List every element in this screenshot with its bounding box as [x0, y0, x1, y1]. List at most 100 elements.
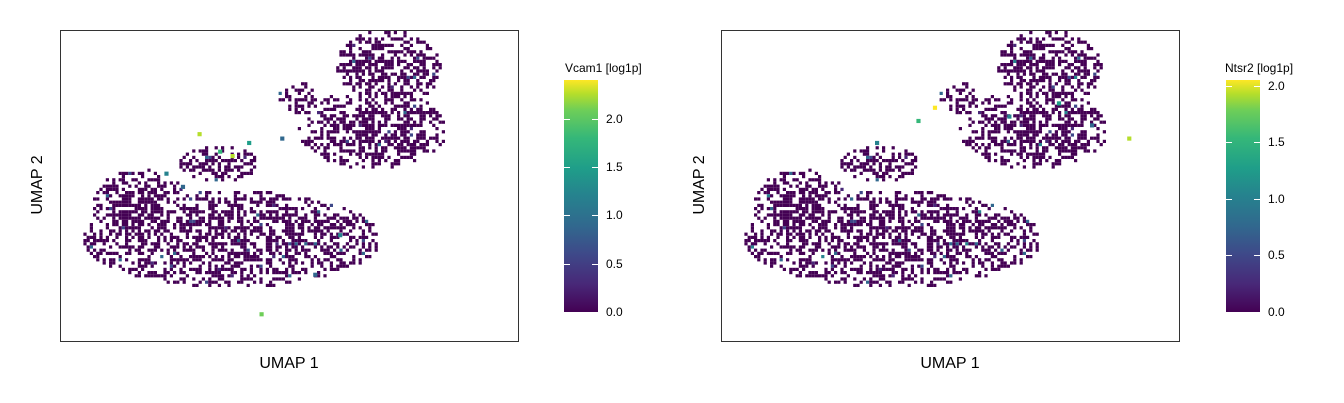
cell-point: [153, 219, 157, 223]
cell-point: [413, 111, 417, 115]
cell-point: [917, 264, 921, 268]
cell-point: [894, 203, 898, 207]
cell-point: [358, 82, 362, 86]
cell-point: [96, 239, 100, 243]
cell-point: [1003, 120, 1007, 124]
cell-point: [946, 95, 950, 99]
cell-point: [291, 229, 295, 233]
cell-point: [413, 139, 417, 143]
cell-point: [339, 261, 343, 265]
cell-point: [907, 248, 911, 252]
cell-point: [853, 149, 857, 153]
cell-point: [1080, 63, 1084, 67]
cell-point: [811, 274, 815, 278]
cell-point: [792, 235, 796, 239]
cell-point: [987, 207, 991, 211]
cell-point: [320, 111, 324, 115]
cell-point: [358, 139, 362, 143]
cell-point: [942, 261, 946, 265]
cell-point: [994, 143, 998, 147]
cell-point: [144, 229, 148, 233]
cell-point: [808, 258, 812, 262]
cell-point: [371, 79, 375, 83]
cell-point: [1064, 114, 1068, 118]
cell-point: [997, 66, 1001, 70]
cell-point: [256, 235, 260, 239]
cell-point: [760, 235, 764, 239]
cell-point: [349, 143, 353, 147]
cell-point: [805, 239, 809, 243]
cell-point: [805, 258, 809, 262]
cell-point: [281, 261, 285, 265]
cell-point: [240, 229, 244, 233]
cell-point: [307, 123, 311, 127]
cell-point: [339, 146, 343, 150]
cell-point: [339, 159, 343, 163]
cell-point: [365, 155, 369, 159]
cell-point: [185, 152, 189, 156]
cell-point: [1096, 117, 1100, 121]
cell-point: [387, 98, 391, 102]
cell-point: [1080, 120, 1084, 124]
cell-point: [371, 111, 375, 115]
cell-point: [134, 219, 138, 223]
cell-point: [808, 223, 812, 227]
cell-point: [112, 239, 116, 243]
cell-point: [294, 111, 298, 115]
cell-point: [419, 143, 423, 147]
cell-point: [811, 219, 815, 223]
cell-point: [1067, 114, 1071, 118]
cell-point: [1058, 114, 1062, 118]
cell-point: [416, 85, 420, 89]
cell-point: [949, 280, 953, 284]
cell-point: [368, 53, 372, 57]
cell-point: [368, 82, 372, 86]
cell-point: [285, 255, 289, 259]
cell-point: [901, 171, 905, 175]
cell-point: [365, 40, 369, 44]
cell-point: [1090, 47, 1094, 51]
cell-point: [834, 258, 838, 262]
cell-point: [1086, 85, 1090, 89]
cell-point: [850, 248, 854, 252]
cell-point: [1070, 37, 1074, 41]
cell-point: [885, 267, 889, 271]
cell-point: [958, 223, 962, 227]
cell-point: [166, 197, 170, 201]
cell-point: [843, 197, 847, 201]
cell-point: [198, 191, 202, 195]
cell-point: [198, 255, 202, 259]
cell-point: [859, 239, 863, 243]
cell-point: [1045, 95, 1049, 99]
cell-point: [882, 178, 886, 182]
cell-point: [840, 223, 844, 227]
cell-point: [920, 232, 924, 236]
cell-point: [990, 216, 994, 220]
cell-point: [342, 232, 346, 236]
cell-point: [894, 271, 898, 275]
cell-point: [320, 219, 324, 223]
cell-point: [342, 261, 346, 265]
cell-point: [217, 155, 221, 159]
cell-point: [1010, 79, 1014, 83]
cell-point: [946, 251, 950, 255]
cell-point: [349, 59, 353, 63]
cell-point: [336, 98, 340, 102]
cell-point: [144, 261, 148, 265]
cell-point: [952, 229, 956, 233]
cell-point: [946, 245, 950, 249]
cell-point: [939, 91, 943, 95]
cell-point: [198, 219, 202, 223]
cell-point: [789, 213, 793, 217]
cell-point: [952, 267, 956, 271]
cell-point: [96, 197, 100, 201]
cell-point: [1074, 75, 1078, 79]
cell-point: [112, 219, 116, 223]
cell-point: [946, 267, 950, 271]
cell-point: [278, 98, 282, 102]
cell-point: [153, 242, 157, 246]
cell-point: [1083, 63, 1087, 67]
cell-point: [211, 213, 215, 217]
cell-point: [397, 75, 401, 79]
cell-point: [814, 216, 818, 220]
